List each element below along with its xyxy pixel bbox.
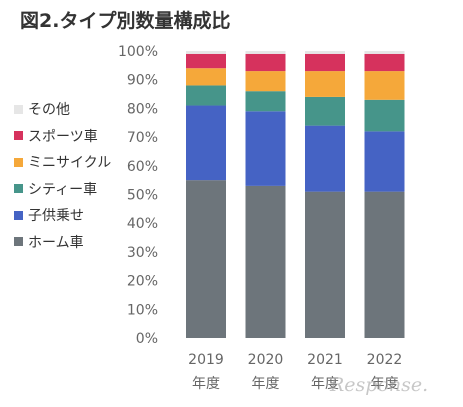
bar-segment xyxy=(186,85,226,106)
bar-segment xyxy=(305,53,345,72)
watermark: Response. xyxy=(330,374,429,396)
y-tick-label: 60% xyxy=(127,159,158,175)
y-tick-label: 10% xyxy=(127,302,158,318)
chart-title: 図2.タイプ別数量構成比 xyxy=(20,10,231,32)
legend-item: ホーム車 xyxy=(14,229,124,256)
bar-segment xyxy=(245,71,286,92)
legend-item: ミニサイクル xyxy=(14,149,124,176)
bar-segment xyxy=(364,131,405,192)
y-tick-label: 80% xyxy=(127,101,158,117)
x-category-sublabel: 年度 xyxy=(371,376,399,392)
x-category-sublabel: 年度 xyxy=(252,376,280,392)
bar-segment xyxy=(305,71,345,97)
bar-segment xyxy=(364,71,405,100)
legend-swatch xyxy=(14,210,23,220)
legend-label: ホーム車 xyxy=(28,234,84,251)
y-tick-label: 90% xyxy=(127,73,158,89)
legend-swatch xyxy=(14,104,23,114)
legend-label: その他 xyxy=(28,102,70,119)
legend-label: スポーツ車 xyxy=(28,128,98,145)
bar-segment xyxy=(364,51,405,54)
bar-segment xyxy=(305,96,345,126)
bar-segment xyxy=(186,105,226,181)
y-tick-label: 50% xyxy=(127,188,158,204)
bar-segment xyxy=(245,185,286,338)
x-category-sublabel: 年度 xyxy=(192,376,220,392)
y-tick-label: 0% xyxy=(136,331,158,347)
legend-item: シティー車 xyxy=(14,176,124,203)
legend-item: その他 xyxy=(14,96,124,123)
y-tick-label: 100% xyxy=(118,44,158,60)
legend: その他スポーツ車ミニサイクル シティー車子供乗せホーム車 xyxy=(14,96,124,255)
bar-segment xyxy=(305,191,345,338)
legend-item: 子供乗せ xyxy=(14,202,124,229)
x-category-sublabel: 年度 xyxy=(311,376,339,392)
bar-segment xyxy=(305,51,345,54)
legend-swatch xyxy=(14,157,23,167)
x-category-label: 2022 xyxy=(367,352,403,368)
x-category-label: 2019 xyxy=(188,352,224,368)
bar-segment xyxy=(245,53,286,72)
legend-swatch xyxy=(14,237,23,247)
bar-segment xyxy=(186,68,226,86)
bar-segment xyxy=(186,51,226,54)
y-tick-label: 40% xyxy=(127,216,158,232)
legend-swatch xyxy=(14,131,23,141)
bar-segment xyxy=(364,191,405,338)
bar-segment xyxy=(186,180,226,338)
bar-segment xyxy=(364,99,405,132)
y-tick-label: 30% xyxy=(127,245,158,261)
legend-swatch xyxy=(14,184,23,194)
bar-segment xyxy=(245,111,286,186)
legend-item: スポーツ車 xyxy=(14,123,124,150)
bar-segment xyxy=(305,125,345,192)
y-tick-label: 70% xyxy=(127,130,158,146)
x-category-label: 2021 xyxy=(307,352,343,368)
bar-segment xyxy=(186,53,226,69)
bar-segment xyxy=(245,91,286,112)
bar-segment xyxy=(364,53,405,72)
bar-segment xyxy=(245,51,286,54)
y-tick-label: 20% xyxy=(127,274,158,290)
legend-label: 子供乗せ xyxy=(28,208,84,225)
legend-label: シティー車 xyxy=(28,181,98,198)
legend-label: ミニサイクル xyxy=(28,155,112,172)
x-category-label: 2020 xyxy=(248,352,284,368)
